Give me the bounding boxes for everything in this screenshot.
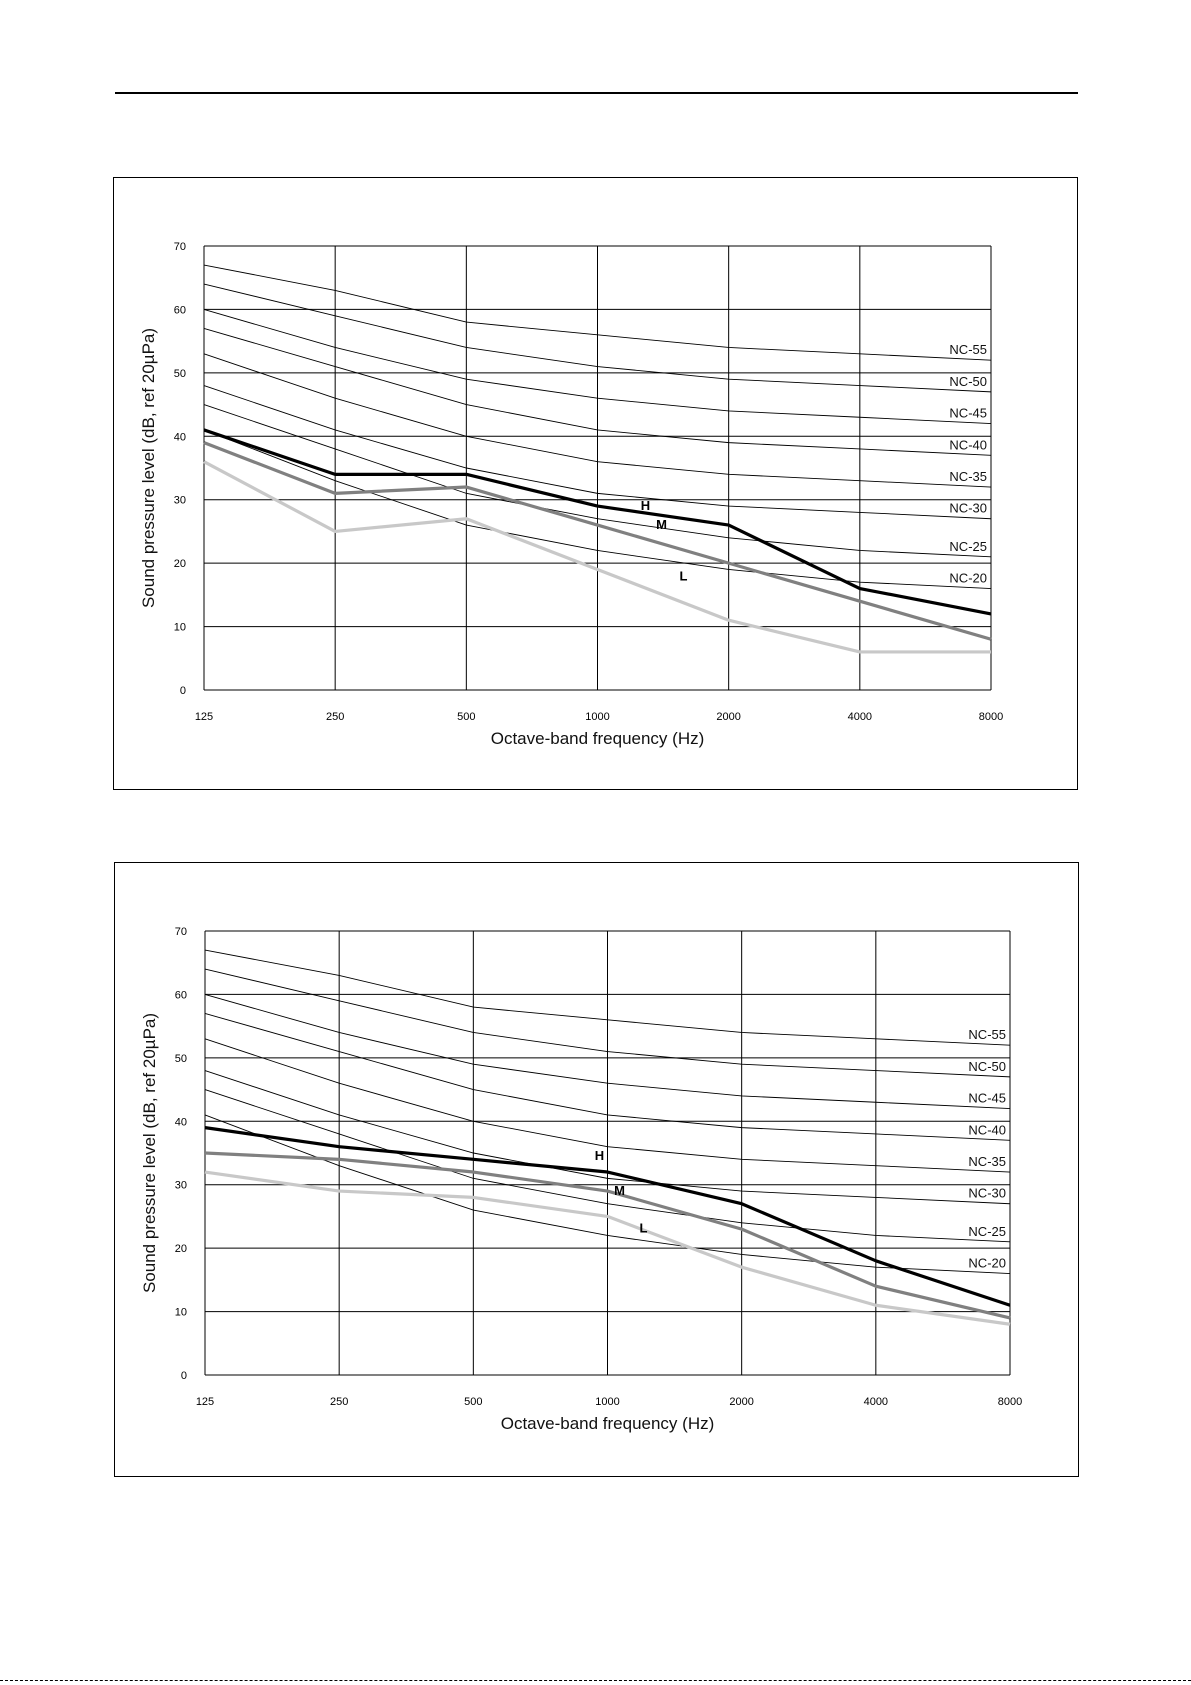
x-tick-label: 4000 [848, 711, 872, 723]
grid [203, 245, 992, 691]
x-axis-title: Octave-band frequency (Hz) [491, 729, 705, 748]
x-tick-label: 500 [457, 711, 475, 723]
nc-curve-nc-45 [203, 308, 992, 425]
y-tick-label: 30 [175, 1180, 187, 1192]
nc-label-nc-55: NC-55 [949, 342, 987, 357]
nc-label-nc-45: NC-45 [949, 406, 987, 421]
nc-label-nc-35: NC-35 [949, 469, 987, 484]
nc-label-nc-30: NC-30 [968, 1186, 1006, 1201]
series-line-l [204, 1170, 1011, 1326]
y-tick-label: 20 [174, 558, 186, 570]
y-tick-label: 50 [174, 368, 186, 380]
y-tick-label: 40 [175, 1116, 187, 1128]
nc-label-nc-35: NC-35 [968, 1154, 1006, 1169]
y-tick-label: 60 [175, 989, 187, 1001]
nc-curve-nc-25 [204, 1089, 1011, 1243]
series-line-m [204, 1151, 1011, 1320]
y-tick-label: 70 [174, 241, 186, 253]
x-axis-title: Octave-band frequency (Hz) [501, 1414, 715, 1433]
y-tick-label: 0 [181, 1370, 187, 1382]
y-tick-label: 10 [175, 1307, 187, 1319]
nc-curve-nc-55 [203, 264, 992, 361]
chart-panel-1: 0 10 20 30 40 50 60 70 125 250 500 1000 2000 4000 8000… [113, 177, 1078, 790]
y-axis-title: Sound pressure level (dB, ref 20µPa) [140, 1013, 159, 1293]
series-label-m: M [614, 1183, 625, 1198]
nc-label-nc-40: NC-40 [949, 437, 987, 452]
series-label-m: M [656, 517, 667, 532]
y-tick-label: 20 [175, 1243, 187, 1255]
x-tick-label: 4000 [864, 1396, 888, 1408]
series-line-m [203, 441, 992, 641]
nc-label-nc-20: NC-20 [949, 571, 987, 586]
nc-curve-nc-25 [203, 404, 992, 558]
x-tick-label: 8000 [998, 1396, 1022, 1408]
nc-label-nc-55: NC-55 [968, 1027, 1006, 1042]
page-bottom-edge [0, 1680, 1191, 1681]
nc-curve-nc-35 [203, 353, 992, 488]
series-line-h [204, 1126, 1011, 1307]
y-axis-title: Sound pressure level (dB, ref 20µPa) [139, 328, 158, 608]
nc-label-nc-30: NC-30 [949, 501, 987, 516]
chart-panel-2: 0 10 20 30 40 50 60 70 125 250 500 1000 2000 4000 8000… [114, 862, 1079, 1477]
series-line-l [203, 460, 991, 654]
nc-label-nc-40: NC-40 [968, 1122, 1006, 1137]
y-tick-label: 0 [180, 685, 186, 697]
x-tick-label: 500 [464, 1396, 482, 1408]
nc-curves: NC-55 NC-50 NC-45 NC-40 NC-35 NC-30 NC-25 NC-20 [203, 264, 992, 589]
nc-label-nc-25: NC-25 [968, 1224, 1006, 1239]
nc-label-nc-20: NC-20 [968, 1256, 1006, 1271]
nc-curves: NC-55 NC-50 NC-45 NC-40 NC-35 NC-30 NC-25 NC-20 [204, 949, 1011, 1274]
y-tick-label: 60 [174, 304, 186, 316]
y-tick-label: 50 [175, 1053, 187, 1065]
nc-label-nc-50: NC-50 [968, 1059, 1006, 1074]
x-tick-label: 250 [330, 1396, 348, 1408]
nc-label-nc-45: NC-45 [968, 1091, 1006, 1106]
x-tick-label: 2000 [729, 1396, 753, 1408]
x-tick-label: 2000 [716, 711, 740, 723]
grid [204, 930, 1011, 1376]
x-tick-label: 125 [195, 711, 213, 723]
nc-curve-nc-20 [204, 1114, 1011, 1274]
y-tick-label: 10 [174, 622, 186, 634]
y-tick-label: 70 [175, 926, 187, 938]
nc-curve-nc-30 [204, 1070, 1011, 1205]
nc-curve-nc-50 [203, 283, 992, 393]
nc-curve-nc-55 [204, 949, 1011, 1046]
y-tick-label: 40 [174, 431, 186, 443]
x-tick-label: 125 [196, 1396, 214, 1408]
nc-curve-nc-50 [204, 968, 1011, 1078]
nc-curve-nc-45 [204, 993, 1011, 1110]
nc-label-nc-50: NC-50 [949, 374, 987, 389]
measured-series: H M L [204, 1126, 1011, 1326]
nc-chart-2: 0 10 20 30 40 50 60 70 125 250 500 1000 2000 4000 8000… [140, 926, 1022, 1433]
nc-label-nc-25: NC-25 [949, 539, 987, 554]
series-label-h: H [641, 498, 650, 513]
series-line-h [203, 428, 992, 616]
x-tick-label: 1000 [595, 1396, 619, 1408]
measured-series: HM L [203, 428, 992, 654]
nc-curve-nc-20 [203, 429, 992, 589]
series-label-l: L [680, 568, 688, 583]
nc-curve-nc-30 [203, 385, 992, 520]
x-tick-label: 1000 [585, 711, 609, 723]
series-label-h: H [595, 1148, 604, 1163]
nc-curve-nc-40 [203, 328, 992, 456]
y-tick-label: 30 [174, 495, 186, 507]
nc-chart-1: 0 10 20 30 40 50 60 70 125 250 500 1000 2000 4000 8000… [139, 241, 1003, 748]
nc-curve-nc-40 [204, 1013, 1011, 1141]
x-tick-label: 8000 [979, 711, 1003, 723]
nc-curve-nc-35 [204, 1038, 1011, 1173]
series-label-l: L [640, 1220, 648, 1235]
header-rule [115, 92, 1078, 94]
x-tick-label: 250 [326, 711, 344, 723]
